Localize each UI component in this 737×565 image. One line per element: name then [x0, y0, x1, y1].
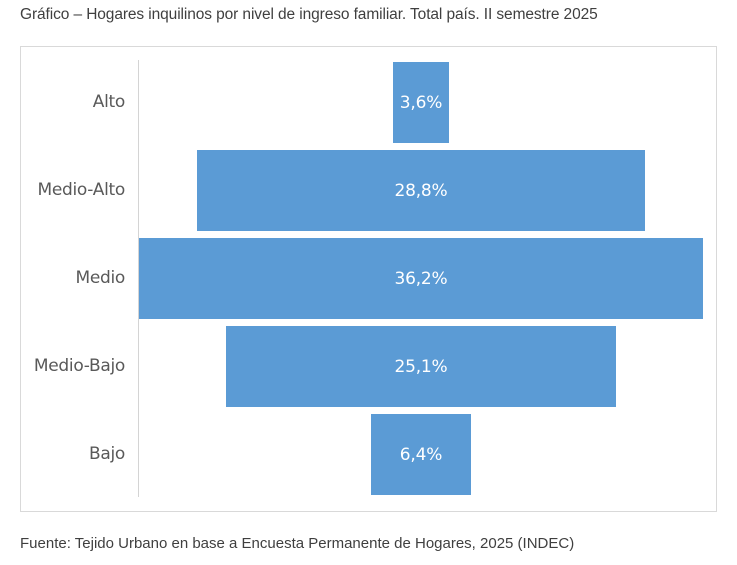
bar-alto: 3,6% — [392, 62, 450, 143]
bar-medio-alto: 28,8% — [196, 150, 646, 231]
category-label: Medio-Alto — [37, 179, 125, 200]
data-label: 6,4% — [399, 444, 443, 465]
data-label: 25,1% — [394, 356, 448, 377]
category-label: Medio-Bajo — [33, 355, 125, 376]
bar-medio: 36,2% — [139, 238, 703, 319]
category-label: Alto — [92, 91, 126, 112]
chart-title: Gráfico – Hogares inquilinos por nivel d… — [20, 6, 598, 23]
bar-bajo: 6,4% — [371, 414, 471, 495]
category-axis-line — [138, 60, 139, 497]
source-note: Fuente: Tejido Urbano en base a Encuesta… — [20, 535, 575, 552]
data-label: 3,6% — [399, 92, 443, 113]
category-label: Medio — [75, 267, 125, 288]
data-label: 36,2% — [394, 268, 448, 289]
data-label: 28,8% — [394, 180, 448, 201]
bar-medio-bajo: 25,1% — [225, 326, 617, 407]
category-label: Bajo — [88, 443, 125, 464]
